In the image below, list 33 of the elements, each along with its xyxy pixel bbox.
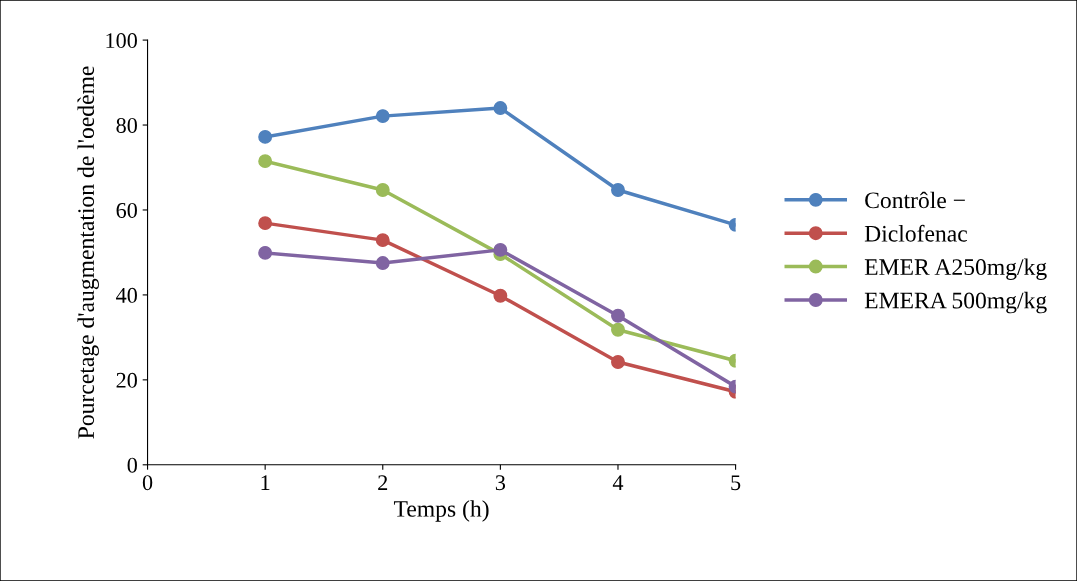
- legend-label: Contrôle −: [865, 191, 965, 209]
- y-tick-label: 40: [116, 287, 137, 303]
- x-tick-label: 5: [731, 475, 741, 491]
- y-tick-label: 20: [116, 372, 137, 388]
- point: [493, 288, 508, 303]
- point: [258, 216, 273, 231]
- x-tick-label: 1: [261, 475, 270, 490]
- y-tick-label: 60: [116, 202, 137, 218]
- x-tick-label: 4: [612, 475, 624, 490]
- y-tick-label: 0: [127, 457, 137, 473]
- point: [611, 355, 625, 369]
- x-tick-label: 3: [495, 475, 506, 491]
- point: [258, 154, 273, 169]
- legend-label: EMER A250mg/kg: [864, 258, 1047, 280]
- point: [375, 233, 390, 248]
- x-tick-label: 2: [378, 475, 388, 490]
- legend-label: EMERA 500mg/kg: [864, 291, 1047, 314]
- point: [493, 242, 508, 257]
- point: [375, 183, 390, 197]
- point: [493, 101, 508, 115]
- point: [611, 183, 625, 197]
- legend-label: Diclofenac: [864, 224, 967, 242]
- x-axis-title: Temps (h): [393, 500, 489, 522]
- point: [611, 322, 625, 337]
- y-axis-title: Pourcetage d'augmentation de l'oedème: [77, 66, 99, 439]
- y-tick-label: 100: [106, 33, 137, 49]
- point: [375, 109, 390, 124]
- point: [375, 256, 390, 271]
- point: [258, 245, 273, 260]
- y-tick-label: 80: [116, 117, 137, 133]
- point: [611, 308, 625, 323]
- point: [258, 129, 273, 144]
- x-tick-label: 0: [142, 475, 153, 491]
